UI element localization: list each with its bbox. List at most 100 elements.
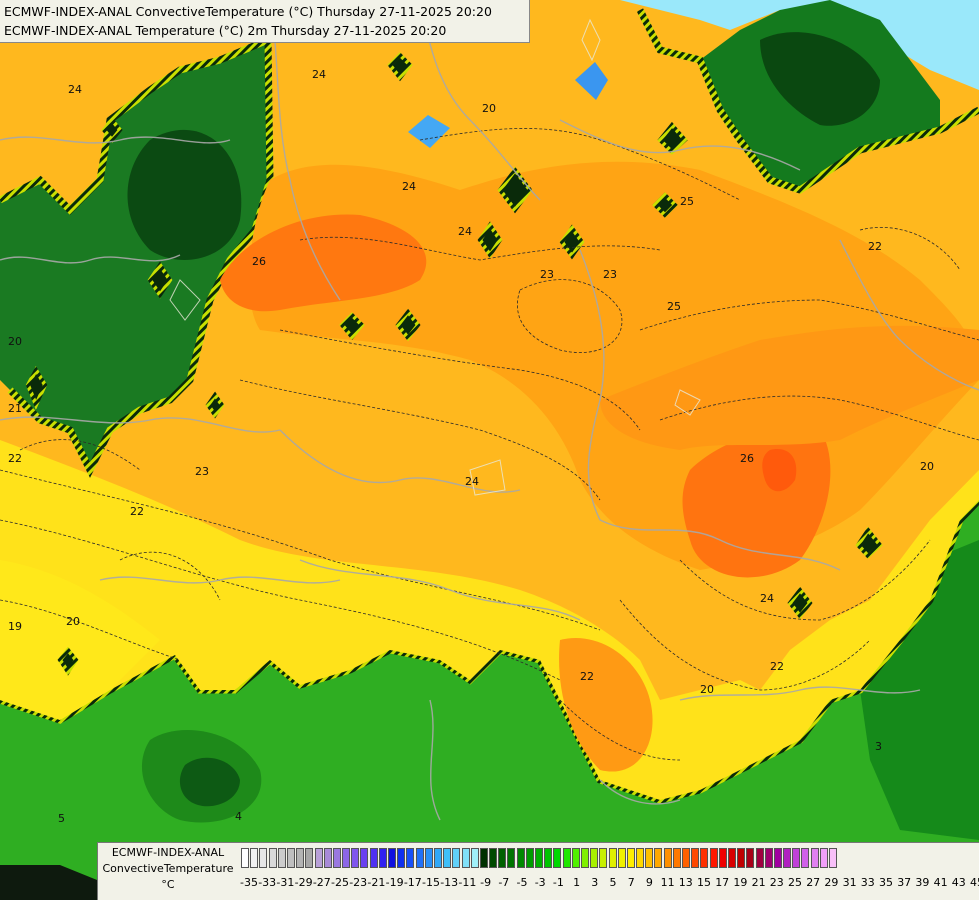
legend-tick-label: 23	[769, 876, 784, 889]
legend-swatch	[645, 848, 654, 868]
legend-tick-label: -17	[403, 876, 422, 889]
legend-swatch	[746, 848, 755, 868]
legend-tick-label: 21	[751, 876, 766, 889]
legend-tick-label: 9	[645, 876, 653, 889]
legend-tick-label: 3	[591, 876, 599, 889]
legend-swatch	[718, 848, 727, 868]
legend-tick-label: 15	[697, 876, 711, 889]
legend-swatch	[498, 848, 507, 868]
contour-label: 20	[8, 335, 22, 348]
color-legend: ECMWF-INDEX-ANAL ConvectiveTemperature °…	[97, 842, 979, 900]
legend-tick-label: 45	[970, 876, 979, 889]
legend-swatch	[617, 848, 626, 868]
legend-swatch	[351, 848, 360, 868]
map-title: ECMWF-INDEX-ANAL ConvectiveTemperature (…	[0, 0, 530, 43]
northeast-water	[620, 0, 979, 90]
legend-tick-label: -5	[516, 876, 528, 889]
legend-swatch	[636, 848, 645, 868]
legend-swatch	[406, 848, 415, 868]
contour-label: 25	[680, 195, 694, 208]
dark-orange-northwest	[220, 214, 427, 312]
legend-tick-label: 29	[824, 876, 839, 889]
legend-title: ECMWF-INDEX-ANAL ConvectiveTemperature °…	[98, 845, 238, 893]
contour-label: 23	[540, 268, 554, 281]
legend-swatch	[452, 848, 461, 868]
legend-tick-label: -21	[367, 876, 386, 889]
legend-tick-label: 37	[897, 876, 912, 889]
legend-swatch	[773, 848, 782, 868]
legend-swatch	[286, 848, 295, 868]
legend-tick-label: 5	[609, 876, 617, 889]
contour-label: 26	[740, 452, 754, 465]
legend-swatch	[654, 848, 663, 868]
legend-swatch	[599, 848, 608, 868]
legend-tick-label: 31	[842, 876, 857, 889]
legend-swatch	[241, 848, 249, 868]
legend-title-source: ECMWF-INDEX-ANAL	[111, 846, 225, 859]
contour-label: 24	[458, 225, 472, 238]
legend-swatch	[342, 848, 351, 868]
legend-swatch	[388, 848, 396, 868]
dark-diamond-markers	[25, 52, 883, 676]
legend-swatch	[360, 848, 369, 868]
legend-swatches	[241, 848, 838, 868]
legend-tick-label: 19	[733, 876, 748, 889]
south-orange-tongue	[559, 638, 653, 772]
legend-swatch	[369, 848, 378, 868]
contour-label: 24	[402, 180, 416, 193]
legend-swatch	[626, 848, 635, 868]
legend-tick-label: 33	[860, 876, 875, 889]
title-line-convective: ECMWF-INDEX-ANAL ConvectiveTemperature (…	[4, 4, 492, 19]
legend-tick-label: 11	[660, 876, 675, 889]
contour-label: 24	[760, 592, 774, 605]
contour-label: 3	[875, 740, 882, 753]
legend-swatch	[672, 848, 681, 868]
legend-swatch	[682, 848, 690, 868]
blue-patch-northwest	[408, 115, 450, 148]
legend-swatch	[691, 848, 700, 868]
legend-swatch	[332, 848, 341, 868]
contour-label: 26	[252, 255, 266, 268]
legend-swatch	[415, 848, 424, 868]
legend-tick-label: -3	[534, 876, 546, 889]
legend-swatch	[792, 848, 801, 868]
legend-swatch	[424, 848, 433, 868]
legend-tick-label: -15	[422, 876, 440, 889]
legend-tick-label: 27	[806, 876, 821, 889]
legend-swatch	[507, 848, 516, 868]
legend-tick-labels: -35 -33 -31 -29 -27 -25 -23 -21 -19 -17 -15 -13 -11-…	[239, 876, 979, 892]
legend-tick-label: -25	[331, 876, 349, 889]
contour-label: 24	[68, 83, 82, 96]
legend-swatch	[553, 848, 562, 868]
contour-label: 22	[130, 505, 144, 518]
contour-label: 22	[580, 670, 594, 683]
legend-swatch	[755, 848, 764, 868]
contour-labels: 24 24 20 24 26 24 23 23 25 22 20 21 22 2…	[8, 68, 934, 825]
legend-swatch	[700, 848, 709, 868]
legend-tick-label: -31	[276, 876, 295, 889]
yellow-belt	[0, 440, 979, 800]
contour-label: 20	[66, 615, 80, 628]
legend-tick-label: -7	[498, 876, 510, 889]
far-bottom-left-dark	[0, 865, 97, 900]
legend-swatch	[305, 848, 314, 868]
legend-swatch	[296, 848, 305, 868]
legend-tick-label: 1	[573, 876, 581, 889]
legend-swatch	[489, 848, 498, 868]
legend-title-variable: ConvectiveTemperature	[102, 862, 234, 875]
contour-label: 24	[465, 475, 479, 488]
legend-tick-label: 35	[879, 876, 893, 889]
temperature-contours	[0, 128, 979, 761]
contour-label: 22	[770, 660, 784, 673]
legend-tick-label: 17	[715, 876, 730, 889]
legend-swatch	[764, 848, 773, 868]
boundary-lines	[0, 0, 979, 821]
legend-swatch	[461, 848, 470, 868]
legend-tick-label: -35	[240, 876, 258, 889]
legend-swatch	[580, 848, 589, 868]
yellow-lowleft	[0, 560, 160, 720]
legend-swatch	[397, 848, 406, 868]
legend-tick-label: -13	[440, 876, 459, 889]
